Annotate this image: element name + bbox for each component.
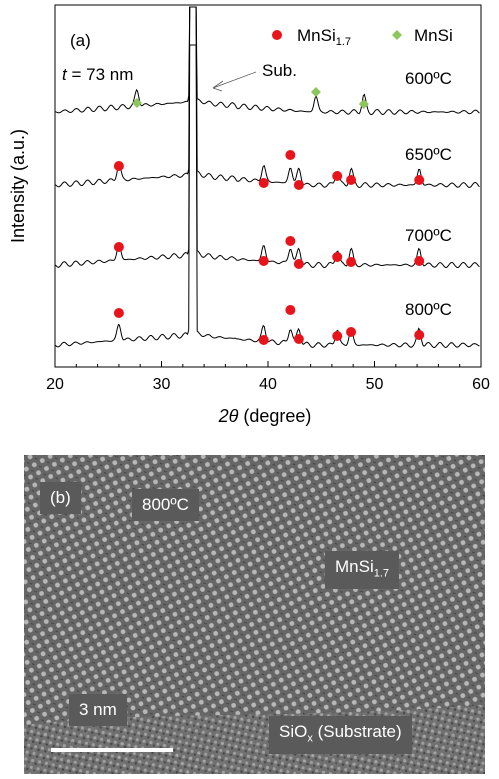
mnsi17-peak-marker [258, 335, 269, 345]
mnsi17-peak-marker [258, 178, 269, 188]
scale-label: 3 nm [69, 694, 127, 726]
panel-b-label: (b) [40, 482, 81, 514]
mnsi17-peak-marker [346, 257, 357, 267]
mnsi17-peak-marker [346, 175, 357, 185]
mnsi17-peak-marker [332, 252, 343, 262]
mnsi-peak-marker [358, 99, 369, 109]
mnsi17-peak-marker [414, 175, 425, 185]
mnsi17-peak-marker [346, 327, 357, 337]
x-axis-title: 2θ (degree) [218, 406, 312, 426]
trace-1 [55, 6, 480, 189]
mnsi17-peak-marker [332, 171, 343, 181]
legend-circle-marker [272, 30, 282, 40]
series-labels: 600ºC 650ºC 700ºC 800ºC [405, 69, 452, 319]
tem-image-panel: (b) 800ºC MnSi1.7 3 nm SiOx (Substrate) [24, 455, 485, 774]
mnsi17-peak-marker [113, 161, 124, 171]
x-tick-label: 40 [259, 376, 277, 393]
mnsi17-peak-marker [293, 180, 304, 190]
substrate-label: Sub. [262, 61, 297, 80]
mnsi17-peak-marker [414, 256, 425, 266]
x-tick-label: 60 [472, 376, 490, 393]
film-thickness: t = 73 nm [62, 65, 133, 84]
mnsi17-peak-marker [113, 308, 124, 318]
mnsi17-peak-marker [113, 242, 124, 252]
mnsi17-peak-marker [285, 236, 296, 246]
x-ticks: 20 30 40 50 60 [46, 361, 490, 393]
mnsi17-peak-marker [332, 331, 343, 341]
substrate-arrow [212, 71, 257, 89]
temperature-tag: 800ºC [132, 489, 199, 521]
phase-tag: MnSi1.7 [325, 551, 400, 590]
series-label: 650ºC [405, 145, 452, 164]
scale-bar [51, 748, 173, 752]
mnsi17-peak-marker [258, 256, 269, 266]
mnsi17-peak-marker [285, 150, 296, 160]
x-tick-label: 20 [46, 376, 64, 393]
series-label: 700ºC [405, 226, 452, 245]
substrate-arrowhead [212, 80, 224, 92]
mnsi17-peak-marker [293, 334, 304, 344]
y-axis-title: Intensity (a.u.) [8, 129, 28, 243]
mnsi17-peak-marker [293, 259, 304, 269]
x-tick-label: 30 [153, 376, 171, 393]
legend-mnsi17: MnSi1.7 [297, 26, 351, 48]
mnsi17-peak-marker [414, 330, 425, 340]
trace-0 [55, 6, 480, 116]
lattice-micrograph [24, 455, 485, 774]
substrate-tag: SiOx (Substrate) [269, 716, 412, 755]
peak-markers [113, 87, 425, 345]
mnsi-peak-marker [310, 87, 321, 97]
mnsi-peak-marker [132, 98, 143, 108]
series-label: 600ºC [405, 69, 452, 88]
x-tick-label: 50 [366, 376, 384, 393]
series-label: 800ºC [405, 300, 452, 319]
mnsi17-peak-marker [285, 305, 296, 315]
panel-a-label: (a) [70, 31, 91, 50]
legend-diamond-marker [392, 30, 402, 40]
legend-mnsi: MnSi [414, 26, 453, 45]
